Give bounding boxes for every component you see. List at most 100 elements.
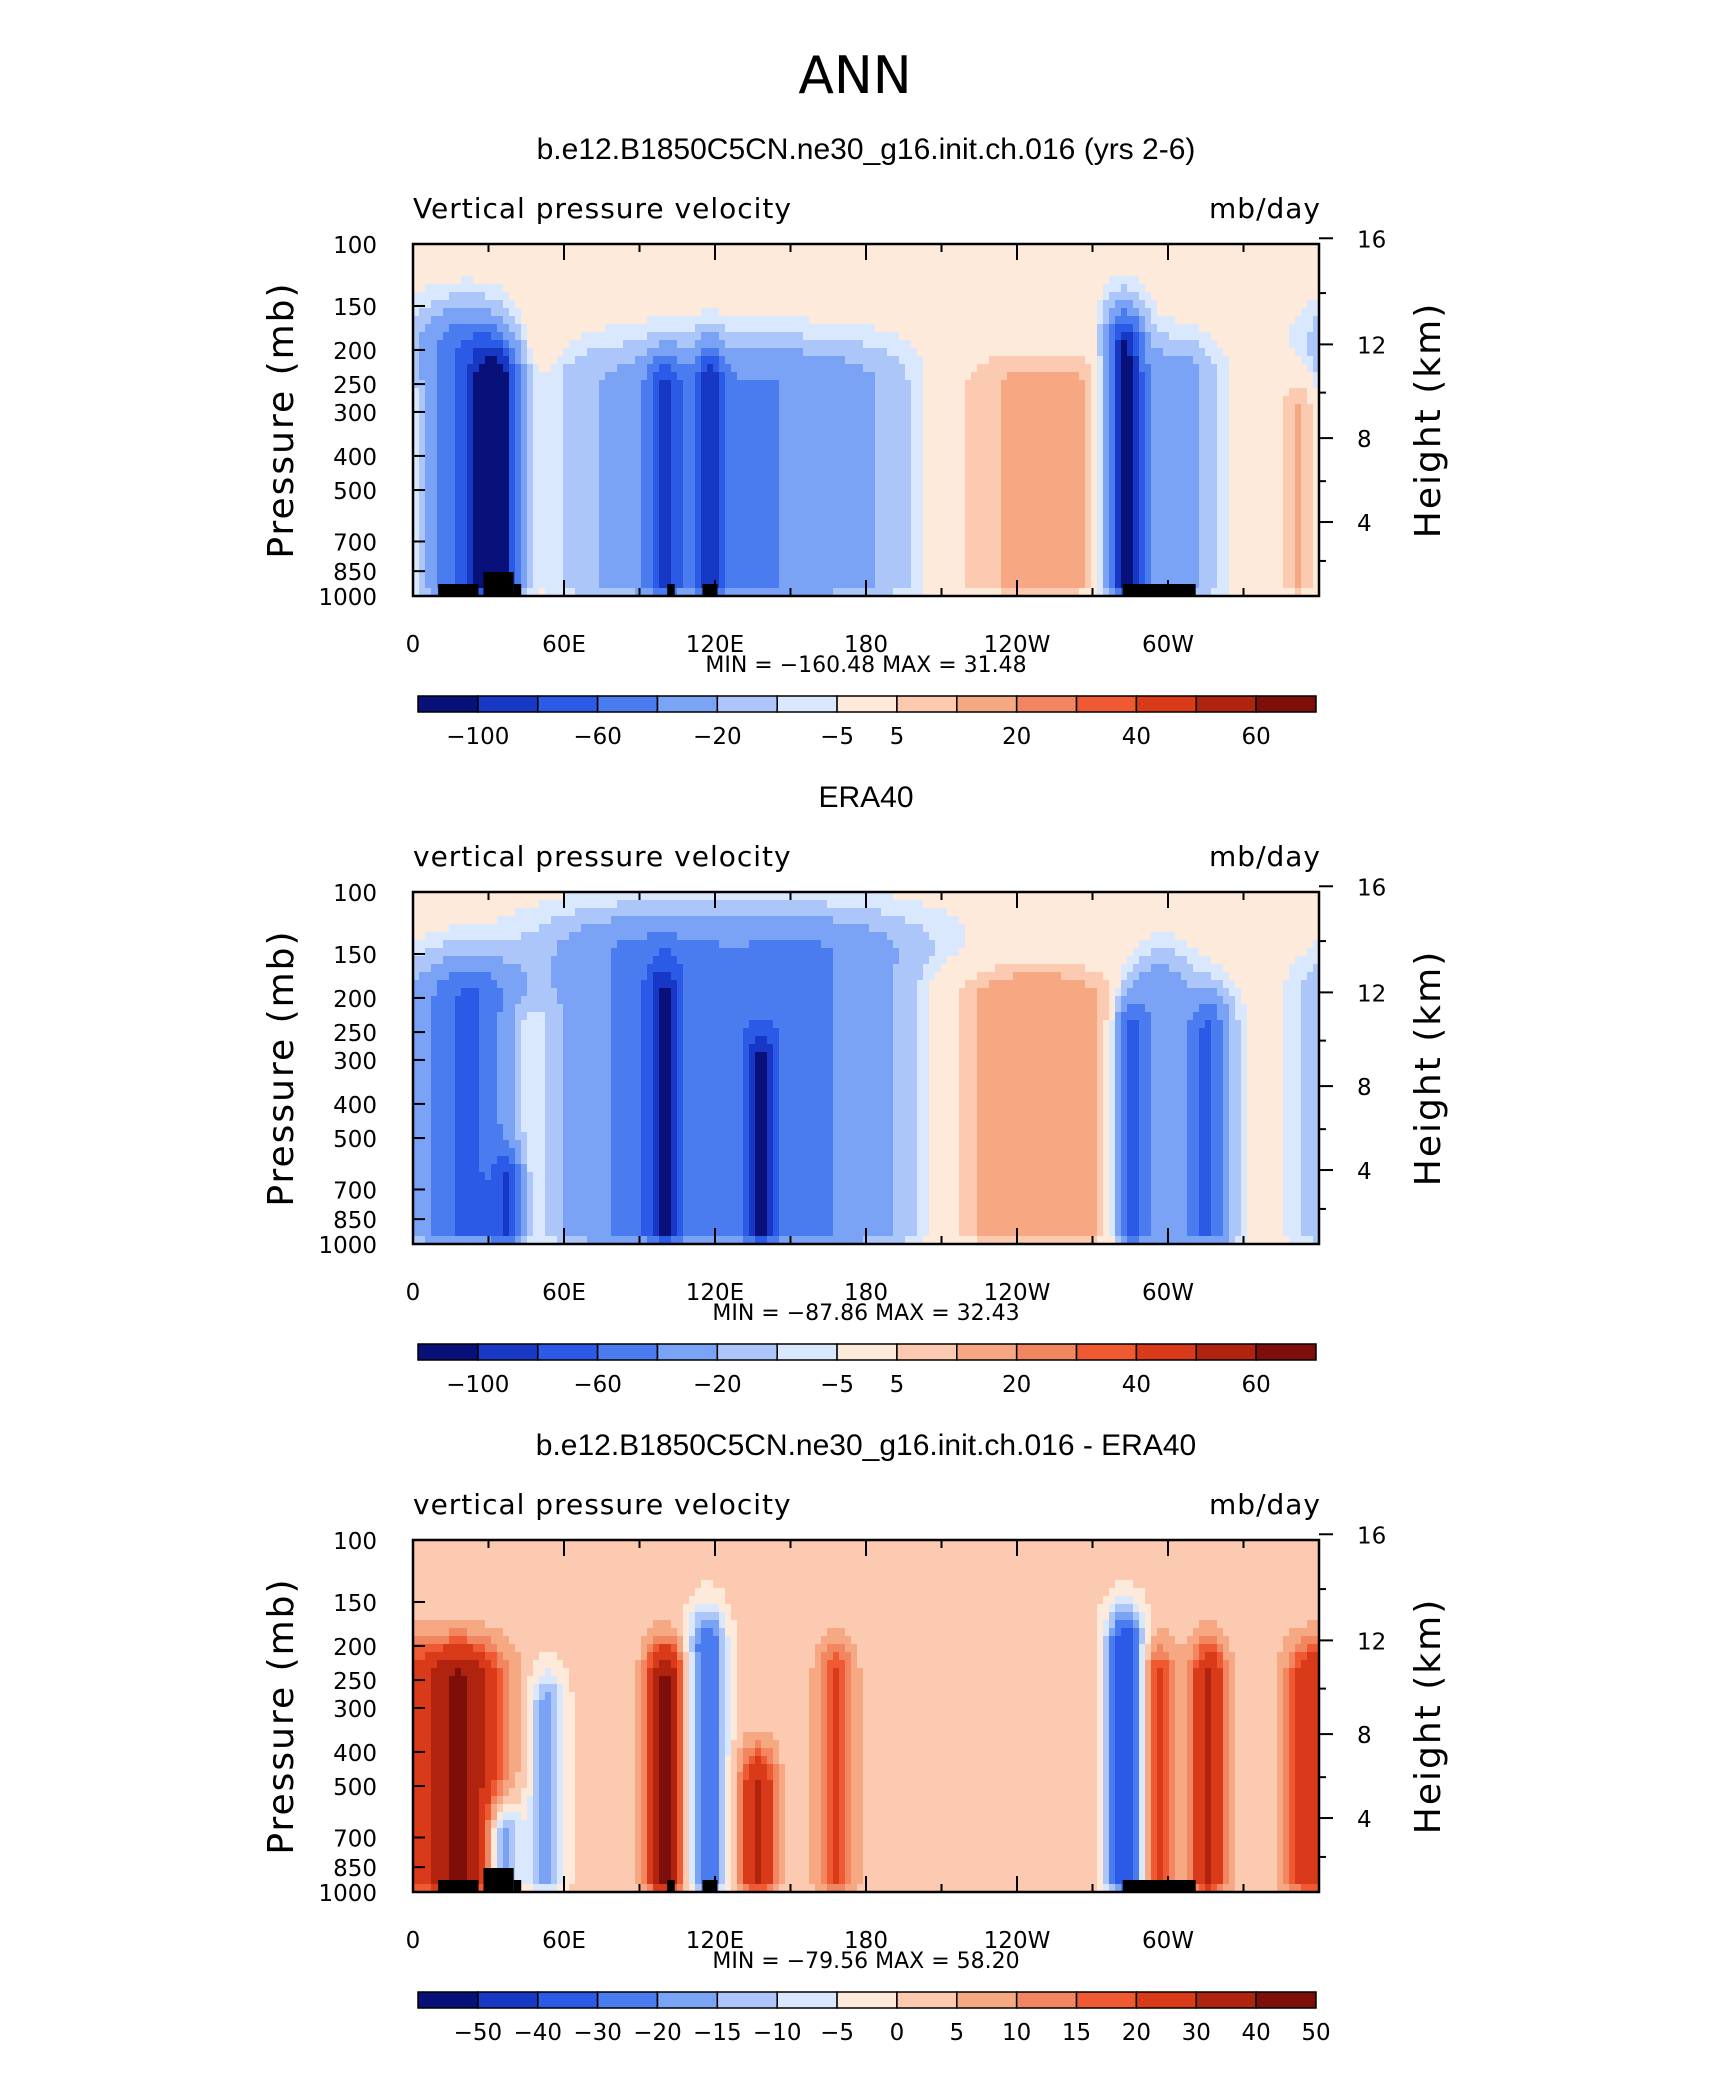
field-cell	[455, 316, 462, 325]
field-cell	[563, 468, 570, 477]
field-cell	[479, 276, 486, 285]
field-cell	[641, 332, 648, 341]
field-cell	[749, 372, 756, 381]
field-cell	[797, 428, 804, 437]
field-cell	[965, 268, 972, 277]
field-cell	[845, 492, 852, 501]
field-cell	[935, 340, 942, 349]
field-cell	[755, 412, 762, 421]
field-cell	[803, 324, 810, 333]
field-cell	[665, 252, 672, 261]
field-cell	[503, 396, 510, 405]
field-cell	[611, 372, 618, 381]
field-cell	[797, 444, 804, 453]
field-cell	[803, 276, 810, 285]
field-cell	[557, 364, 564, 373]
field-cell	[1079, 428, 1086, 437]
field-cell	[947, 420, 954, 429]
field-cell	[473, 300, 480, 309]
field-cell	[1277, 396, 1284, 405]
field-cell	[743, 468, 750, 477]
field-cell	[983, 380, 990, 389]
field-cell	[659, 484, 666, 493]
field-cell	[959, 300, 966, 309]
field-cell	[1097, 412, 1104, 421]
field-cell	[935, 292, 942, 301]
field-cell	[881, 388, 888, 397]
field-cell	[1199, 308, 1206, 317]
field-cell	[659, 388, 666, 397]
field-cell	[1049, 420, 1056, 429]
field-cell	[443, 388, 450, 397]
field-cell	[1301, 244, 1308, 253]
field-cell	[1127, 332, 1134, 341]
field-cell	[1277, 372, 1284, 381]
field-cell	[839, 500, 846, 509]
field-cell	[857, 316, 864, 325]
field-cell	[593, 332, 600, 341]
field-cell	[479, 508, 486, 517]
field-cell	[1169, 380, 1176, 389]
field-cell	[785, 452, 792, 461]
field-cell	[827, 348, 834, 357]
field-cell	[737, 444, 744, 453]
field-cell	[923, 412, 930, 421]
field-cell	[917, 300, 924, 309]
field-cell	[749, 252, 756, 261]
field-cell	[1091, 396, 1098, 405]
field-cell	[809, 484, 816, 493]
field-cell	[473, 436, 480, 445]
field-cell	[875, 452, 882, 461]
field-cell	[1259, 500, 1266, 509]
field-cell	[1055, 316, 1062, 325]
field-cell	[1211, 420, 1218, 429]
field-cell	[527, 396, 534, 405]
field-cell	[581, 244, 588, 253]
field-cell	[989, 484, 996, 493]
field-cell	[761, 244, 768, 253]
field-cell	[1193, 500, 1200, 509]
field-cell	[509, 324, 516, 333]
field-cell	[533, 268, 540, 277]
field-cell	[1193, 476, 1200, 485]
field-cell	[935, 308, 942, 317]
field-cell	[965, 284, 972, 293]
field-cell	[1271, 260, 1278, 269]
field-cell	[1175, 332, 1182, 341]
field-cell	[1205, 468, 1212, 477]
field-cell	[485, 388, 492, 397]
field-cell	[1301, 444, 1308, 453]
field-cell	[755, 356, 762, 365]
field-cell	[959, 412, 966, 421]
field-cell	[1121, 420, 1128, 429]
field-cell	[1199, 356, 1206, 365]
field-cell	[653, 500, 660, 509]
field-cell	[791, 332, 798, 341]
field-cell	[1313, 436, 1319, 445]
field-cell	[1235, 444, 1242, 453]
field-cell	[1283, 452, 1290, 461]
field-cell	[527, 332, 534, 341]
field-cell	[791, 460, 798, 469]
field-cell	[1115, 260, 1122, 269]
field-cell	[971, 324, 978, 333]
field-cell	[431, 324, 438, 333]
field-cell	[425, 436, 432, 445]
field-cell	[779, 284, 786, 293]
field-cell	[875, 260, 882, 269]
field-cell	[845, 252, 852, 261]
field-cell	[815, 500, 822, 509]
field-cell	[1061, 428, 1068, 437]
field-cell	[509, 380, 516, 389]
field-cell	[599, 268, 606, 277]
field-cell	[1043, 404, 1050, 413]
field-cell	[815, 244, 822, 253]
field-cell	[1247, 308, 1254, 317]
field-cell	[1217, 436, 1224, 445]
field-cell	[983, 404, 990, 413]
field-cell	[665, 324, 672, 333]
field-cell	[863, 500, 870, 509]
field-cell	[1169, 356, 1176, 365]
field-cell	[905, 476, 912, 485]
field-cell	[719, 452, 726, 461]
